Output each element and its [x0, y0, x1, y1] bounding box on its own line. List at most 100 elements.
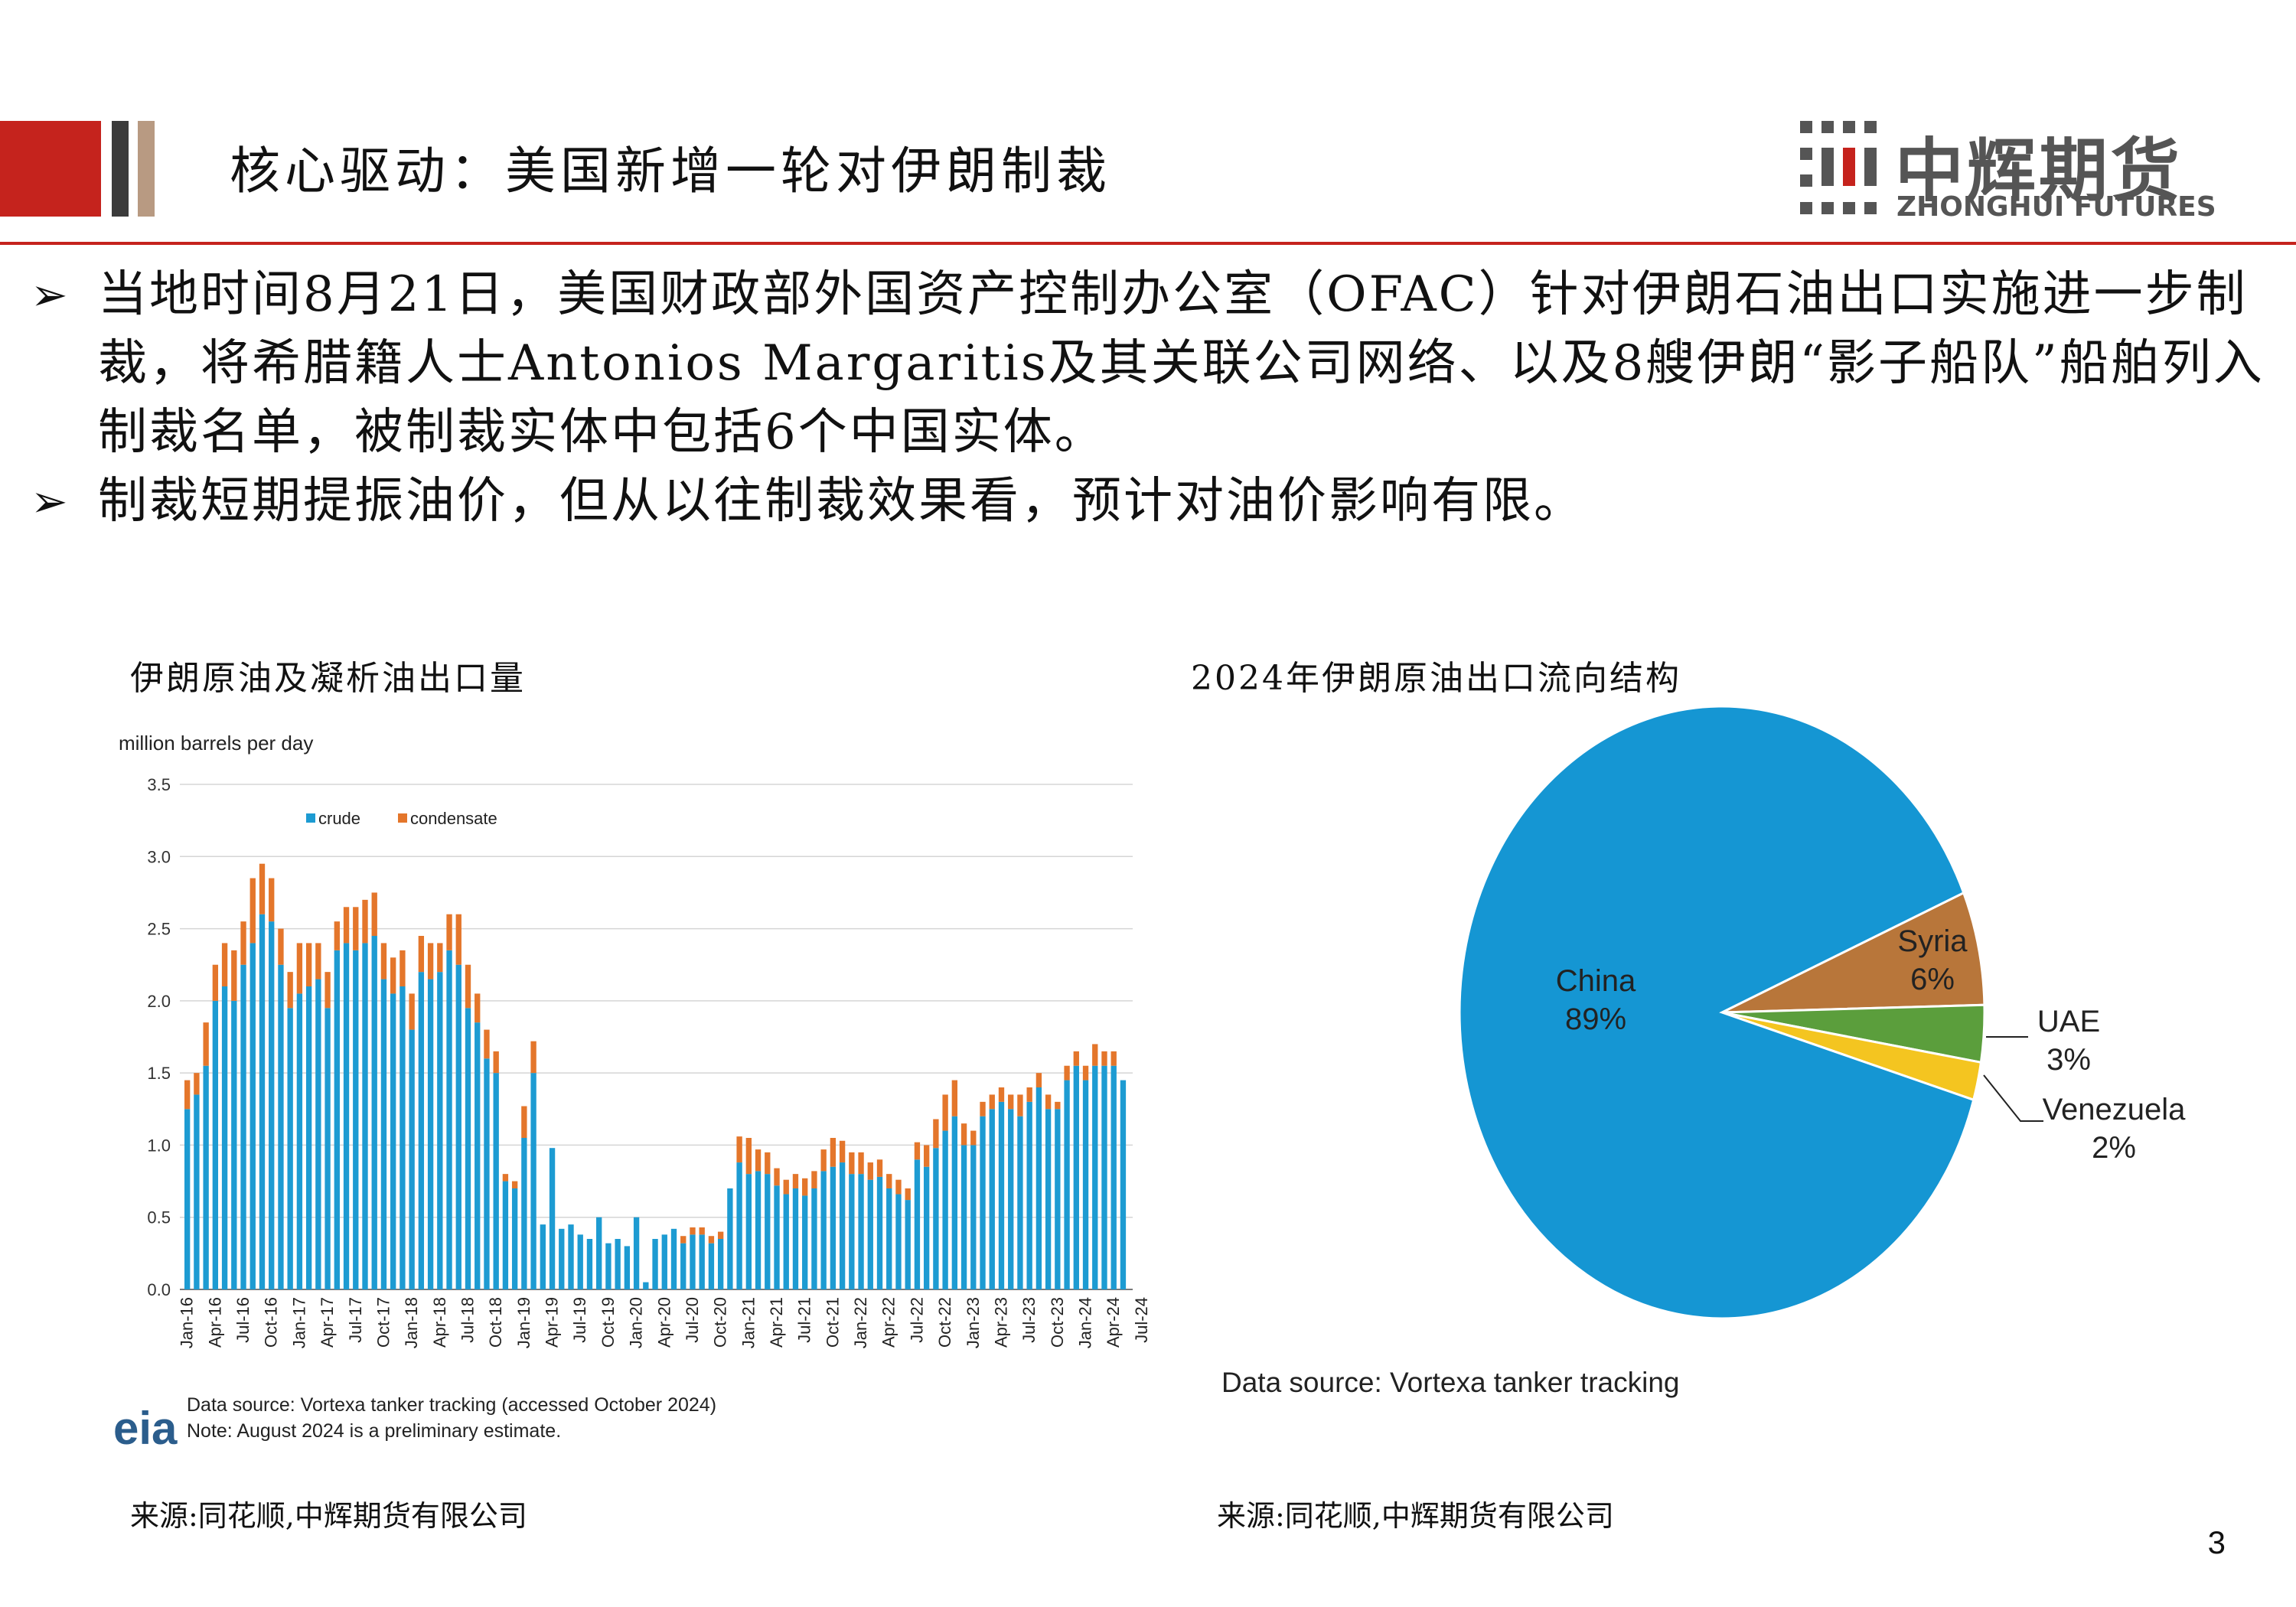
- bar-condensate: [783, 1179, 789, 1195]
- bar-crude: [521, 1138, 527, 1289]
- bar-crude: [465, 1008, 471, 1289]
- bar-crude: [418, 972, 425, 1289]
- bar-crude: [708, 1243, 715, 1289]
- bar-crude: [586, 1239, 593, 1289]
- bar-crude: [184, 1109, 191, 1289]
- bar-crude: [194, 1094, 200, 1289]
- bar-crude: [615, 1239, 621, 1289]
- left-chart-note-source: Data source: Vortexa tanker tracking (ac…: [187, 1394, 717, 1416]
- bar-crude: [989, 1109, 995, 1289]
- bar-condensate: [380, 943, 387, 980]
- x-tick-label: Jan-23: [964, 1297, 983, 1348]
- arrow-bullet-icon: ➢: [31, 475, 68, 527]
- bar-crude: [933, 1148, 939, 1289]
- bar-crude: [390, 993, 396, 1289]
- x-tick-label: Jan-22: [851, 1297, 870, 1348]
- bar-crude: [1120, 1080, 1127, 1289]
- bar-crude: [484, 1058, 490, 1289]
- pie-slice-china: [1458, 705, 1975, 1320]
- bar-crude: [568, 1224, 574, 1289]
- bar-condensate: [353, 907, 359, 950]
- bar-condensate: [343, 907, 350, 944]
- x-tick-label: Jan-24: [1076, 1297, 1095, 1348]
- bar-condensate: [858, 1152, 864, 1175]
- logo-english-name: ZHONGHUI FUTURES: [1896, 191, 2216, 223]
- bar-condensate: [1110, 1051, 1117, 1066]
- bar-condensate: [203, 1022, 209, 1066]
- x-tick-label: Jul-22: [907, 1297, 926, 1343]
- y-tick-label: 2.5: [147, 920, 171, 939]
- bar-crude: [540, 1224, 546, 1289]
- bar-condensate: [1073, 1051, 1079, 1066]
- bar-crude: [1008, 1109, 1014, 1289]
- bar-condensate: [278, 928, 284, 965]
- bar-crude: [736, 1162, 742, 1289]
- bar-crude: [231, 1000, 237, 1289]
- bar-condensate: [895, 1179, 902, 1195]
- bar-condensate: [231, 950, 237, 1001]
- bar-crude: [670, 1228, 677, 1289]
- bar-crude: [446, 950, 452, 1289]
- legend-label-crude: crude: [318, 809, 360, 828]
- bar-crude: [493, 1073, 499, 1289]
- bar-crude: [802, 1195, 808, 1289]
- y-tick-label: 3.0: [147, 847, 171, 866]
- arrow-bullet-icon: ➢: [31, 269, 68, 321]
- bar-crude: [942, 1130, 948, 1289]
- bar-crude: [1055, 1109, 1061, 1289]
- bar-crude: [624, 1246, 631, 1289]
- bar-condensate: [811, 1171, 817, 1188]
- bar-crude: [661, 1234, 667, 1289]
- bar-condensate: [455, 914, 461, 965]
- bar-crude: [970, 1145, 977, 1289]
- bar-condensate: [745, 1138, 752, 1175]
- bar-crude: [895, 1194, 902, 1289]
- bar-crude: [1026, 1101, 1032, 1289]
- bar-crude: [475, 1022, 481, 1289]
- bar-crude: [400, 986, 406, 1289]
- bar-condensate: [259, 863, 266, 914]
- bar-condensate: [362, 899, 368, 944]
- bar-crude: [596, 1217, 602, 1289]
- x-tick-label: Jan-19: [514, 1297, 533, 1348]
- bar-crude: [699, 1234, 705, 1289]
- bar-condensate: [287, 972, 293, 1009]
- bar-condensate: [1026, 1087, 1032, 1102]
- bar-crude: [212, 1000, 219, 1289]
- bar-condensate: [960, 1123, 967, 1146]
- bar-condensate: [212, 964, 219, 1001]
- pie-label-uae-pct: 3%: [2047, 1043, 2091, 1077]
- bar-condensate: [221, 943, 228, 986]
- bar-crude: [652, 1239, 658, 1289]
- bar-crude: [240, 964, 246, 1289]
- bar-condensate: [839, 1140, 846, 1163]
- bar-condensate: [970, 1130, 977, 1146]
- bar-condensate: [792, 1174, 799, 1188]
- bar-condensate: [296, 943, 303, 994]
- x-tick-label: Apr-20: [654, 1297, 673, 1348]
- x-tick-label: Jul-18: [458, 1297, 478, 1343]
- x-tick-label: Apr-19: [543, 1297, 562, 1348]
- header-accent-red: [0, 121, 101, 217]
- bar-condensate: [820, 1149, 827, 1172]
- bar-condensate: [371, 892, 377, 936]
- bar-condensate: [409, 993, 415, 1030]
- bar-condensate: [849, 1152, 855, 1175]
- bar-crude: [905, 1200, 911, 1289]
- bar-crude: [427, 979, 434, 1289]
- bar-crude: [765, 1174, 771, 1289]
- left-chart-caption: 伊朗原油及凝析油出口量: [130, 659, 526, 698]
- bar-condensate: [886, 1174, 892, 1188]
- bar-crude: [849, 1174, 855, 1289]
- logo-chinese-name: 中辉期货: [1895, 131, 2183, 211]
- left-chart-note: Note: August 2024 is a preliminary estim…: [187, 1420, 562, 1442]
- x-tick-label: Oct-17: [373, 1297, 393, 1348]
- bar-condensate: [980, 1101, 986, 1116]
- bar-crude: [502, 1181, 509, 1289]
- bar-condensate: [765, 1152, 771, 1175]
- bar-condensate: [942, 1094, 948, 1131]
- x-tick-label: Apr-16: [205, 1297, 224, 1348]
- legend-swatch-condensate: [398, 813, 407, 823]
- bar-crude: [343, 943, 350, 1289]
- bar-condensate: [802, 1178, 808, 1196]
